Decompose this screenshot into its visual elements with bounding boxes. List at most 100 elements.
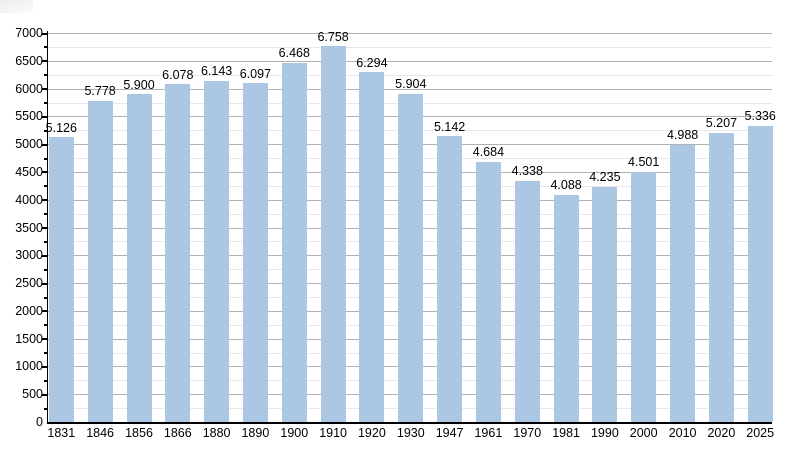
bar-value-label: 5.207 bbox=[705, 116, 738, 131]
y-tick-label: 2500 bbox=[15, 276, 43, 291]
y-minor-tick bbox=[44, 407, 48, 410]
bar bbox=[708, 132, 734, 422]
x-tick-label: 1930 bbox=[396, 426, 425, 440]
y-tick-label: 4000 bbox=[15, 192, 43, 207]
y-minor-tick bbox=[44, 102, 48, 104]
bar-value-label: 4.501 bbox=[628, 155, 660, 170]
bar-value-label: 5.778 bbox=[84, 84, 116, 99]
x-tick-label: 1890 bbox=[241, 426, 270, 440]
x-tick-label: 1961 bbox=[474, 426, 503, 440]
y-tick-label: 500 bbox=[22, 387, 43, 402]
y-tick-label: 7000 bbox=[15, 26, 43, 40]
bar bbox=[553, 194, 579, 422]
y-major-tick bbox=[42, 282, 48, 285]
y-minor-tick bbox=[44, 379, 48, 382]
y-minor-tick bbox=[44, 129, 48, 132]
bar-value-label: 5.126 bbox=[45, 120, 77, 135]
bar-value-label: 6.758 bbox=[317, 29, 349, 44]
bar-value-label: 6.143 bbox=[200, 64, 233, 79]
bar bbox=[359, 72, 385, 422]
y-tick-label: 6000 bbox=[15, 81, 43, 96]
x-axis-line bbox=[46, 421, 772, 424]
bar bbox=[475, 161, 501, 422]
y-minor-tick bbox=[44, 324, 48, 327]
x-tick-label: 1920 bbox=[357, 426, 386, 440]
y-tick-label: 1000 bbox=[15, 359, 43, 374]
y-major-tick bbox=[42, 338, 48, 341]
y-major-tick bbox=[42, 143, 48, 146]
x-tick-label: 1970 bbox=[513, 426, 542, 440]
y-major-tick bbox=[42, 227, 48, 229]
bar bbox=[670, 144, 696, 422]
x-tick-label: 2025 bbox=[746, 426, 775, 440]
major-gridline bbox=[48, 88, 772, 90]
y-tick-label: 2000 bbox=[15, 303, 43, 318]
y-major-tick bbox=[42, 32, 48, 35]
bar bbox=[126, 94, 152, 422]
y-major-tick bbox=[42, 115, 48, 118]
y-minor-tick bbox=[44, 213, 48, 216]
x-tick-label: 2020 bbox=[707, 426, 736, 440]
x-tick-label: 2000 bbox=[629, 426, 658, 440]
bar-value-label: 4.088 bbox=[550, 178, 582, 193]
y-tick-label: 3500 bbox=[15, 220, 43, 235]
y-major-tick bbox=[42, 310, 48, 313]
bar bbox=[87, 100, 113, 422]
bar-value-label: 4.988 bbox=[666, 128, 699, 143]
bar-value-label: 6.097 bbox=[239, 66, 272, 81]
x-tick-label: 1880 bbox=[202, 426, 231, 440]
bar-value-label: 6.078 bbox=[162, 67, 194, 82]
y-tick-label: 6500 bbox=[15, 53, 43, 68]
bar-value-label: 6.468 bbox=[278, 46, 310, 61]
x-tick-label: 1846 bbox=[86, 426, 114, 440]
bar bbox=[592, 186, 618, 422]
bar bbox=[631, 171, 657, 422]
y-major-tick bbox=[42, 199, 48, 202]
y-minor-tick bbox=[44, 46, 48, 49]
y-minor-tick bbox=[44, 296, 48, 299]
y-minor-tick bbox=[44, 240, 48, 243]
y-tick-label: 1500 bbox=[15, 331, 43, 346]
bar bbox=[281, 62, 307, 422]
bar bbox=[398, 93, 424, 422]
minor-gridline bbox=[48, 74, 772, 76]
bar bbox=[437, 136, 463, 422]
y-tick-label: 5000 bbox=[15, 137, 43, 152]
y-tick-label: 0 bbox=[36, 415, 43, 429]
bar bbox=[204, 80, 230, 422]
bar-value-label: 5.336 bbox=[744, 109, 776, 123]
top-left-artifact bbox=[0, 0, 33, 13]
major-gridline bbox=[48, 33, 772, 34]
y-major-tick bbox=[42, 171, 48, 174]
x-tick-label: 2010 bbox=[668, 426, 697, 440]
x-tick-label: 1990 bbox=[590, 426, 619, 440]
x-tick-label: 1947 bbox=[435, 426, 464, 440]
x-tick-label: 1981 bbox=[552, 426, 580, 440]
bar bbox=[48, 137, 74, 422]
bar-value-label: 5.142 bbox=[433, 119, 466, 134]
y-major-tick bbox=[42, 254, 48, 257]
y-major-tick bbox=[42, 393, 48, 396]
y-minor-tick bbox=[44, 74, 48, 77]
bar bbox=[747, 125, 773, 422]
bar bbox=[242, 83, 268, 422]
bar-value-label: 4.684 bbox=[472, 145, 505, 160]
y-minor-tick bbox=[44, 268, 48, 271]
y-major-tick bbox=[42, 365, 48, 368]
bar-value-label: 5.900 bbox=[123, 77, 155, 92]
y-minor-tick bbox=[44, 157, 48, 160]
bar-value-label: 4.235 bbox=[589, 170, 621, 185]
y-tick-label: 5500 bbox=[15, 109, 43, 124]
x-tick-label: 1856 bbox=[125, 426, 153, 440]
bar bbox=[514, 180, 540, 422]
y-major-tick bbox=[42, 88, 48, 91]
bar bbox=[165, 84, 191, 422]
minor-gridline bbox=[48, 46, 772, 48]
x-tick-label: 1831 bbox=[47, 426, 76, 440]
y-tick-label: 4500 bbox=[15, 164, 43, 179]
bar bbox=[320, 46, 346, 422]
y-major-tick bbox=[42, 60, 48, 63]
y-minor-tick bbox=[44, 185, 48, 188]
